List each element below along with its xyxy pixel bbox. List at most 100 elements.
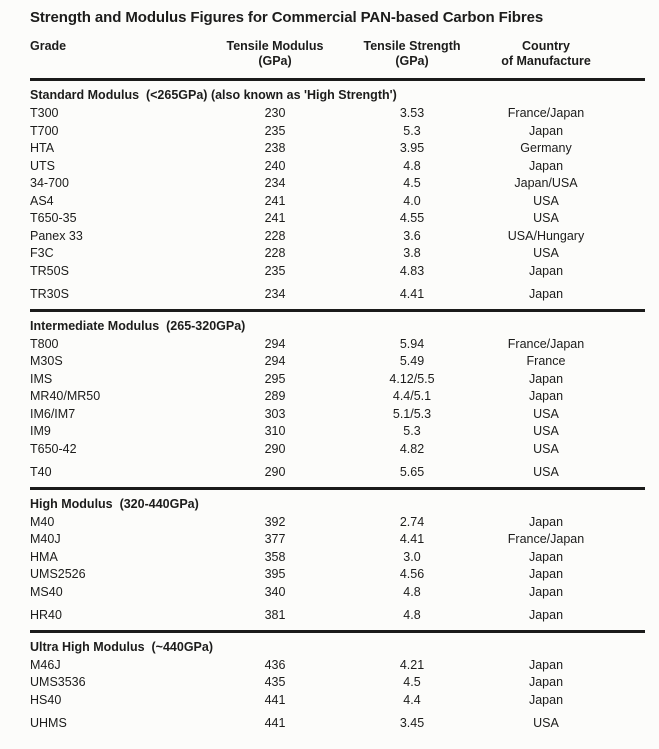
cell-strength: 4.0 <box>403 193 421 208</box>
cell-country: Japan <box>528 567 564 581</box>
table-row: HR40 381 4.8 Japan <box>30 607 645 625</box>
cell-country: USA <box>533 465 559 479</box>
column-header-line2: (GPa) <box>395 54 429 68</box>
table-row: T700 235 5.3 Japan <box>30 123 645 141</box>
cell-grade: TR30S <box>30 287 69 301</box>
table-row: HS40 441 4.4 Japan <box>30 692 645 710</box>
cell-country: Japan <box>528 584 564 599</box>
cell-grade: T300 <box>30 106 59 120</box>
cell-strength: 3.8 <box>403 246 421 260</box>
table-section: Ultra High Modulus (~440GPa) M46J 436 4.21 J… <box>30 640 645 733</box>
cell-grade: UMS2526 <box>30 567 86 581</box>
cell-strength: 5.49 <box>399 354 425 368</box>
section-divider-rule <box>30 486 645 490</box>
header-rule <box>30 78 645 81</box>
table-row: IM6/IM7 303 5.1/5.3 USA <box>30 406 645 424</box>
cell-modulus: 228 <box>264 246 286 260</box>
cell-modulus: 290 <box>264 465 286 479</box>
section-divider-rule <box>30 629 645 633</box>
cell-strength: 4.12/5.5 <box>389 371 435 386</box>
cell-strength: 4.5 <box>403 675 421 689</box>
section-divider-rule <box>30 308 645 312</box>
cell-modulus: 235 <box>264 263 286 278</box>
table-row: T800 294 5.94 France/Japan <box>30 336 645 354</box>
cell-grade: T650-35 <box>30 211 77 225</box>
table-row: IM9 310 5.3 USA <box>30 423 645 441</box>
cell-strength: 4.55 <box>399 211 425 225</box>
cell-grade: T800 <box>30 336 59 351</box>
cell-modulus: 392 <box>264 514 286 529</box>
cell-country: Japan <box>528 158 564 173</box>
cell-modulus: 289 <box>264 389 286 403</box>
cell-strength: 5.1/5.3 <box>392 406 432 421</box>
column-header-line1: Tensile Modulus <box>226 39 324 53</box>
table-row: M46J 436 4.21 Japan <box>30 657 645 675</box>
cell-strength: 5.65 <box>399 465 425 479</box>
table-section: Intermediate Modulus (265-320GPa) T800 294… <box>30 319 645 482</box>
cell-country: France/Japan <box>507 336 585 351</box>
cell-strength: 4.41 <box>399 287 425 301</box>
cell-modulus: 238 <box>264 141 286 155</box>
table-row: M40J 377 4.41 France/Japan <box>30 531 645 549</box>
table-row: IMS 295 4.12/5.5 Japan <box>30 371 645 389</box>
cell-grade: IM6/IM7 <box>30 406 76 421</box>
table-row: M30S 294 5.49 France <box>30 353 645 371</box>
cell-country: USA <box>533 441 559 456</box>
cell-grade: HS40 <box>30 692 62 707</box>
cell-strength: 3.95 <box>399 141 425 155</box>
cell-grade: HTA <box>30 141 55 155</box>
cell-country: Japan <box>528 389 564 403</box>
cell-grade: AS4 <box>30 193 54 208</box>
table-row: 34-700 234 4.5 Japan/USA <box>30 175 645 193</box>
cell-modulus: 241 <box>264 193 286 208</box>
cell-grade: IM9 <box>30 424 51 438</box>
cell-grade: T650-42 <box>30 441 77 456</box>
cell-modulus: 395 <box>264 567 286 581</box>
cell-strength: 3.0 <box>403 549 421 564</box>
cell-grade: M46J <box>30 657 61 672</box>
cell-grade: T40 <box>30 465 52 479</box>
cell-strength: 4.5 <box>403 176 421 190</box>
cell-strength: 4.8 <box>403 158 421 173</box>
cell-modulus: 241 <box>264 211 286 225</box>
table-row: UMS2526 395 4.56 Japan <box>30 566 645 584</box>
cell-country: France/Japan <box>507 106 585 120</box>
cell-modulus: 235 <box>264 123 286 138</box>
cell-grade: HR40 <box>30 608 62 622</box>
cell-grade: UHMS <box>30 716 67 730</box>
cell-strength: 4.4 <box>403 692 421 707</box>
cell-country: Japan/USA <box>514 176 578 190</box>
table-row: M40 392 2.74 Japan <box>30 514 645 532</box>
cell-country: Japan <box>528 287 564 301</box>
column-header-line1: Country <box>522 39 570 53</box>
cell-strength: 3.6 <box>403 228 421 243</box>
cell-modulus: 234 <box>264 176 286 190</box>
column-header-tensile-modulus: Tensile Modulus (GPa) <box>200 39 350 69</box>
cell-modulus: 441 <box>264 692 286 707</box>
cell-grade: UTS <box>30 158 55 173</box>
column-header-line1: Grade <box>30 39 67 53</box>
cell-country: USA <box>533 246 559 260</box>
cell-country: USA <box>533 716 559 730</box>
cell-grade: F3C <box>30 246 54 260</box>
column-header-country: Country of Manufacture <box>474 39 618 69</box>
table-section: Standard Modulus (<265GPa) (also known a… <box>30 88 645 304</box>
table-row: UMS3536 435 4.5 Japan <box>30 674 645 692</box>
table-row: HMA 358 3.0 Japan <box>30 549 645 567</box>
section-header: Ultra High Modulus (~440GPa) <box>30 639 214 654</box>
column-header-grade: Grade <box>30 39 200 69</box>
cell-country: Japan <box>528 675 564 689</box>
cell-country: Japan <box>528 263 564 278</box>
cell-country: Japan <box>528 549 564 564</box>
cell-grade: TR50S <box>30 263 69 278</box>
cell-strength: 4.8 <box>403 608 421 622</box>
cell-strength: 3.53 <box>399 106 425 120</box>
cell-modulus: 240 <box>264 158 286 173</box>
cell-country: USA <box>533 211 559 225</box>
cell-modulus: 230 <box>264 106 286 120</box>
cell-modulus: 295 <box>264 371 286 386</box>
cell-modulus: 381 <box>264 608 286 622</box>
cell-grade: Panex 33 <box>30 228 83 243</box>
table-row: MS40 340 4.8 Japan <box>30 584 645 602</box>
table-row: T300 230 3.53 France/Japan <box>30 105 645 123</box>
